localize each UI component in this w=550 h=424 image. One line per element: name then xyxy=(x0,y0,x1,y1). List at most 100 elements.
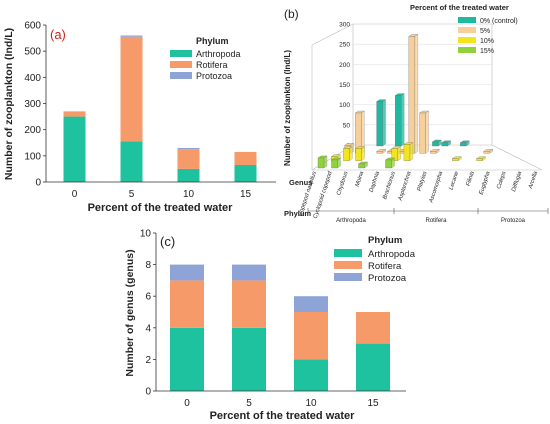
chart-b-phylum-arthropoda: Arthropoda xyxy=(336,218,366,224)
bar-protozoa-5 xyxy=(232,264,266,281)
chart-a-x-axis-label: Percent of the treated water xyxy=(88,202,234,214)
bar3d-10%-Coleps xyxy=(476,158,483,161)
bar3d-15%-Brachionus xyxy=(385,159,392,169)
bar-rotifera-10 xyxy=(177,149,200,169)
chart-b-legend-swatch-15 xyxy=(458,47,476,53)
bar-rotifera-15 xyxy=(234,151,257,165)
y-tick-label: 10 xyxy=(140,229,152,240)
chart-b-bars xyxy=(317,34,494,169)
chart-b-legend-swatch-control xyxy=(458,17,476,23)
chart-a-y-axis-label: Number of zooplankton (Ind/L) xyxy=(3,28,15,180)
y-tick-label: 0 xyxy=(145,387,151,398)
chart-a-legend-rotifera: Rotifera xyxy=(196,60,228,70)
y-tick-label: 8 xyxy=(145,260,151,271)
chart-a-legend: Phylum Arthropoda Rotifera Protozoa xyxy=(170,36,241,81)
chart-b-legend: Percent of the treated water 0% (control… xyxy=(410,3,518,55)
bar3d-0% (control)-Lecane xyxy=(441,142,448,147)
y-tick-label: 0 xyxy=(35,178,41,189)
chart-a-legend-arthropoda: Arthropoda xyxy=(196,49,241,59)
bar3d-10%-Chydorus xyxy=(355,148,362,161)
bar3d-0% (control)-Ascomorpha xyxy=(432,141,439,147)
bar-arthropoda-0 xyxy=(63,116,86,182)
bar-protozoa-0 xyxy=(170,264,204,281)
bar3d-side xyxy=(425,110,429,154)
chart-b-phylum-rotifera: Rotifera xyxy=(425,218,447,224)
z-tick-label: 200 xyxy=(339,62,350,69)
chart-c-legend-protozoa: Protozoa xyxy=(368,273,407,284)
bar3d-0% (control)-Daphnia xyxy=(395,95,402,147)
chart-b-legend-15: 15% xyxy=(480,48,494,55)
chart-a-x-ticks: 0 5 10 15 xyxy=(72,189,252,200)
genus-label: Asplanchna xyxy=(397,170,413,202)
x-tick-label: 15 xyxy=(367,398,379,409)
genus-label: Chydorus xyxy=(336,171,349,197)
chart-a-legend-protozoa: Protozoa xyxy=(196,71,232,81)
bar3d-side xyxy=(414,34,419,154)
chart-a-panel-label: (a) xyxy=(50,27,66,42)
bar3d-5%-Moina xyxy=(376,151,383,154)
chart-b-legend-title: Percent of the treated water xyxy=(410,3,509,12)
chart-c-x-ticks: 0 5 10 15 xyxy=(184,398,379,409)
bar3d-15%-Moina xyxy=(358,163,365,169)
bar-arthropoda-15 xyxy=(356,343,390,391)
genus-label: Euglypha xyxy=(479,170,492,196)
chart-c-legend-title: Phylum xyxy=(368,235,402,246)
bar3d-side xyxy=(361,146,365,161)
chart-c-legend-arthropoda: Arthropoda xyxy=(368,249,416,260)
bar-rotifera-10 xyxy=(294,312,328,360)
y-tick-label: 200 xyxy=(24,125,41,136)
bar-protozoa-10 xyxy=(177,147,200,150)
z-tick-label: 300 xyxy=(339,22,350,29)
chart-a-legend-swatch-arthropoda xyxy=(170,50,192,57)
chart-c-legend-swatch-arthropoda xyxy=(334,249,362,257)
x-tick-label: 0 xyxy=(184,398,190,409)
bar3d-5%-Asplanchna xyxy=(408,36,416,154)
x-tick-label: 10 xyxy=(183,189,195,200)
x-tick-label: 5 xyxy=(129,189,135,200)
y-tick-label: 6 xyxy=(145,292,151,303)
bar-rotifera-5 xyxy=(232,280,266,328)
bar3d-side xyxy=(397,146,401,161)
bar3d-side xyxy=(349,146,353,161)
bar3d-side xyxy=(401,93,405,147)
z-tick-label: 250 xyxy=(339,42,350,49)
chart-a: (a) 0 100 200 300 400 500 600 0 5 10 15 Number of… xyxy=(3,21,276,214)
x-tick-label: 10 xyxy=(305,398,317,409)
genus-label: Ascomorpha xyxy=(428,170,444,204)
bar-rotifera-5 xyxy=(120,36,143,142)
bar-rotifera-0 xyxy=(63,111,86,117)
chart-b-phylum-axis-label: Phylum xyxy=(284,209,311,218)
chart-b-z-axis-label: Number of zooplankton (Ind/L) xyxy=(283,50,292,166)
bar-arthropoda-0 xyxy=(170,327,204,391)
genus-label: Platyias xyxy=(417,171,429,192)
bar3d-10%-Filinia xyxy=(452,158,459,161)
chart-c: (c) 0 2 4 6 8 10 0 5 10 15 Number of genus (genu… xyxy=(124,229,416,423)
bar3d-side xyxy=(323,155,328,169)
chart-c-legend-swatch-protozoa xyxy=(334,273,362,281)
chart-b-phylum-brackets xyxy=(307,208,549,214)
chart-b: 050100150200250300 (b) Number of zooplan… xyxy=(283,3,549,224)
chart-c-legend: Phylum Arthropoda Rotifera Protozoa xyxy=(334,235,416,284)
bar-rotifera-15 xyxy=(356,312,390,344)
bar-arthropoda-5 xyxy=(120,141,143,182)
chart-b-legend-swatch-5 xyxy=(458,27,476,33)
z-tick-label: 100 xyxy=(339,102,350,109)
chart-b-legend-control: 0% (control) xyxy=(480,18,518,25)
bar3d-10%-Cyclopoid copepod xyxy=(343,148,350,161)
chart-a-legend-title: Phylum xyxy=(196,36,229,46)
bar3d-10%-Brachionus xyxy=(391,148,398,161)
genus-label: Filinia xyxy=(466,170,477,187)
bar3d-15%-Copepod nauplius xyxy=(317,157,325,169)
bar-arthropoda-15 xyxy=(234,164,257,182)
chart-b-legend-5: 5% xyxy=(480,28,490,35)
y-tick-label: 100 xyxy=(24,151,41,162)
chart-a-y-ticks: 0 100 200 300 400 500 600 xyxy=(24,21,46,189)
chart-b-legend-swatch-10 xyxy=(458,37,476,43)
bar-protozoa-5 xyxy=(120,35,143,37)
y-tick-label: 300 xyxy=(24,99,41,110)
chart-c-panel-label: (c) xyxy=(160,234,175,249)
bar-protozoa-10 xyxy=(294,296,328,312)
chart-c-y-ticks: 0 2 4 6 8 10 xyxy=(140,229,156,398)
bar-arthropoda-10 xyxy=(294,359,328,391)
